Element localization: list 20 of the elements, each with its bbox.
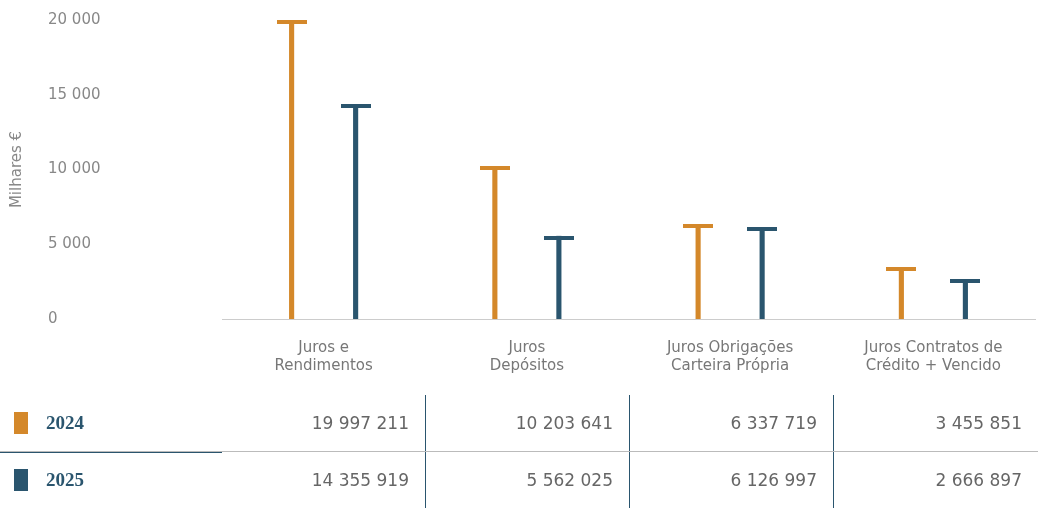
text: 19 997 211	[222, 395, 426, 451]
y-tick-label: 5 000	[48, 234, 91, 253]
text: 10 203 641	[426, 395, 630, 451]
legend-label: 2025	[46, 469, 84, 491]
y-tick-label: 10 000	[48, 159, 101, 178]
x-tick-label: Juros Obrigações Carteira Própria	[665, 337, 794, 374]
x-tick-label: Juros Depósitos	[489, 337, 565, 374]
text: 14 355 919	[222, 452, 426, 508]
text: 6 126 997	[630, 452, 834, 508]
x-tick-label: Juros e Rendimentos	[274, 337, 373, 374]
y-tick-label: 0	[48, 308, 58, 327]
text: 3 455 851	[934, 412, 1023, 435]
text: 6 337 719	[630, 395, 834, 451]
y-axis-title: Milhares €	[6, 130, 25, 209]
y-tick-label: 15 000	[48, 84, 101, 103]
x-tick-label: Juros Contratos de Crédito + Vencido	[863, 337, 1003, 374]
y-tick-label: 20 000	[48, 9, 101, 28]
text: 2 666 897	[934, 469, 1023, 492]
text: 5 562 025	[426, 452, 630, 508]
legend-label: 2024	[46, 412, 84, 434]
